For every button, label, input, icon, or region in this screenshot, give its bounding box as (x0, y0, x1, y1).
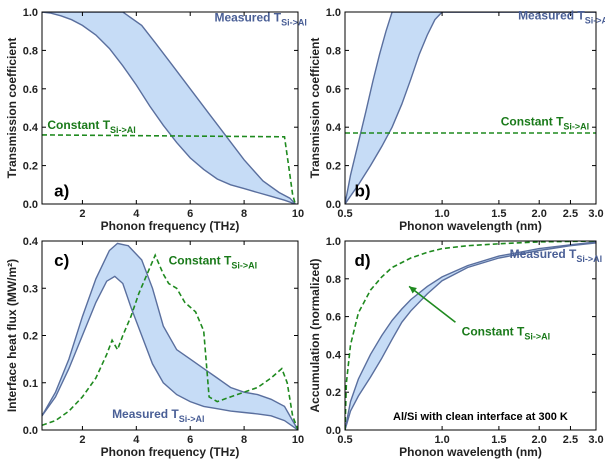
y-tick-label: 0.4 (326, 349, 342, 361)
x-tick-label: 1.5 (491, 208, 506, 220)
x-tick-label: 1.0 (434, 208, 449, 220)
axes-frame (41, 11, 299, 205)
measured-label: Measured TSi->Al (214, 11, 306, 28)
y-tick-label: 0.4 (326, 122, 342, 134)
panel-a: 2 4 6 8 10 0.0 0.2 0.4 0.6 0.8 1.0 Phonon frequency… (5, 7, 307, 233)
interface-note: Al/Si with clean interface at 300 K (393, 411, 568, 423)
panel-label: b) (354, 182, 370, 201)
x-tick-label: 10 (292, 434, 304, 446)
y-tick-label: 0.2 (326, 387, 341, 399)
constant-label: Constant TSi->Al (47, 118, 135, 135)
constant-line (345, 241, 596, 430)
x-tick-label: 6 (187, 208, 193, 220)
x-tick-label: 2.5 (563, 434, 578, 446)
y-axis-label: Accumulation (normalized) (308, 258, 322, 412)
axes-frame (344, 240, 597, 431)
x-tick-label: 2.5 (563, 208, 578, 220)
measured-lower-line (42, 12, 296, 204)
x-tick-label: 2.0 (532, 208, 547, 220)
measured-band (42, 243, 298, 430)
measured-upper-line (345, 12, 596, 204)
constant-line (42, 134, 297, 204)
y-tick-label: 1.0 (326, 7, 341, 19)
measured-label: Measured TSi->Al (518, 9, 605, 26)
x-tick-label: 0.5 (337, 208, 352, 220)
y-tick-label: 0.8 (23, 45, 38, 57)
y-tick-label: 0.6 (23, 84, 38, 96)
measured-band (345, 12, 596, 204)
y-axis-label: Transmission coefficient (308, 38, 322, 179)
x-tick-label: 2.0 (532, 434, 547, 446)
y-tick-label: 0.6 (326, 312, 341, 324)
y-axis-label: Transmission coefficient (5, 38, 19, 179)
measured-lower-line (345, 12, 596, 204)
panel-b: 0.5 1.0 1.5 2.0 2.5 3.00.00.20.40.60.81.0Phon… (308, 7, 605, 233)
y-tick-label: 1.0 (23, 7, 38, 19)
x-tick-label: 3.0 (588, 208, 603, 220)
y-tick-label: 0.1 (23, 378, 38, 390)
constant-label: Constant TSi->Al (169, 254, 257, 271)
measured-upper-line (42, 242, 298, 430)
y-tick-label: 0.8 (326, 274, 341, 286)
x-tick-label: 0.5 (337, 434, 352, 446)
panel-c: 2 4 6 8 10 0.0 0.1 0.2 0.3 0.4 Phonon frequency (T… (5, 236, 304, 459)
panel-label: c) (54, 251, 69, 270)
y-tick-label: 0.4 (23, 236, 39, 248)
y-tick-label: 0.0 (326, 425, 341, 437)
x-tick-label: 2 (79, 208, 85, 220)
y-tick-label: 0.2 (23, 331, 38, 343)
constant-label: Constant TSi->Al (462, 325, 550, 342)
y-tick-label: 0.3 (23, 283, 38, 295)
panel-d: 0.5 1.0 1.5 2.0 2.5 3.00.00.20.40.60.81.0Phon… (308, 236, 604, 459)
arrow-head (409, 286, 417, 294)
measured-lower-line (42, 275, 298, 430)
y-tick-label: 0.4 (23, 122, 39, 134)
x-tick-label: 3.0 (588, 434, 603, 446)
x-axis-label: Phonon frequency (THz) (101, 445, 240, 459)
y-tick-label: 0.0 (326, 199, 341, 211)
measured-upper-line (345, 241, 596, 430)
axes-frame (344, 11, 597, 205)
y-tick-label: 0.2 (326, 161, 341, 173)
y-tick-label: 0.8 (326, 45, 341, 57)
constant-label: Constant TSi->Al (501, 114, 589, 131)
panel-label: d) (354, 251, 370, 270)
y-axis-label: Interface heat flux (MW/m²) (5, 259, 19, 412)
x-axis-label: Phonon wavelength (nm) (399, 219, 542, 233)
x-tick-label: 1.0 (434, 434, 449, 446)
y-tick-label: 0.0 (23, 199, 38, 211)
x-tick-label: 1.5 (491, 434, 506, 446)
y-tick-label: 0.6 (326, 84, 341, 96)
y-tick-label: 0.0 (23, 425, 38, 437)
x-tick-label: 10 (292, 208, 304, 220)
y-tick-label: 1.0 (326, 236, 341, 248)
x-tick-label: 4 (133, 208, 140, 220)
measured-upper-line (42, 12, 296, 204)
panel-label: a) (54, 182, 69, 201)
x-axis-label: Phonon frequency (THz) (101, 219, 240, 233)
measured-band (42, 12, 296, 204)
constant-line (42, 253, 298, 430)
x-tick-label: 8 (241, 434, 247, 446)
x-tick-label: 8 (241, 208, 247, 220)
x-tick-label: 6 (187, 434, 193, 446)
measured-label: Measured TSi->Al (510, 247, 602, 264)
arrow-shaft (408, 285, 456, 323)
measured-lower-line (345, 242, 596, 430)
x-tick-label: 4 (133, 434, 140, 446)
x-axis-label: Phonon wavelength (nm) (399, 445, 542, 459)
y-tick-label: 0.2 (23, 161, 38, 173)
x-tick-label: 2 (79, 434, 85, 446)
measured-label: Measured TSi->Al (112, 407, 204, 424)
